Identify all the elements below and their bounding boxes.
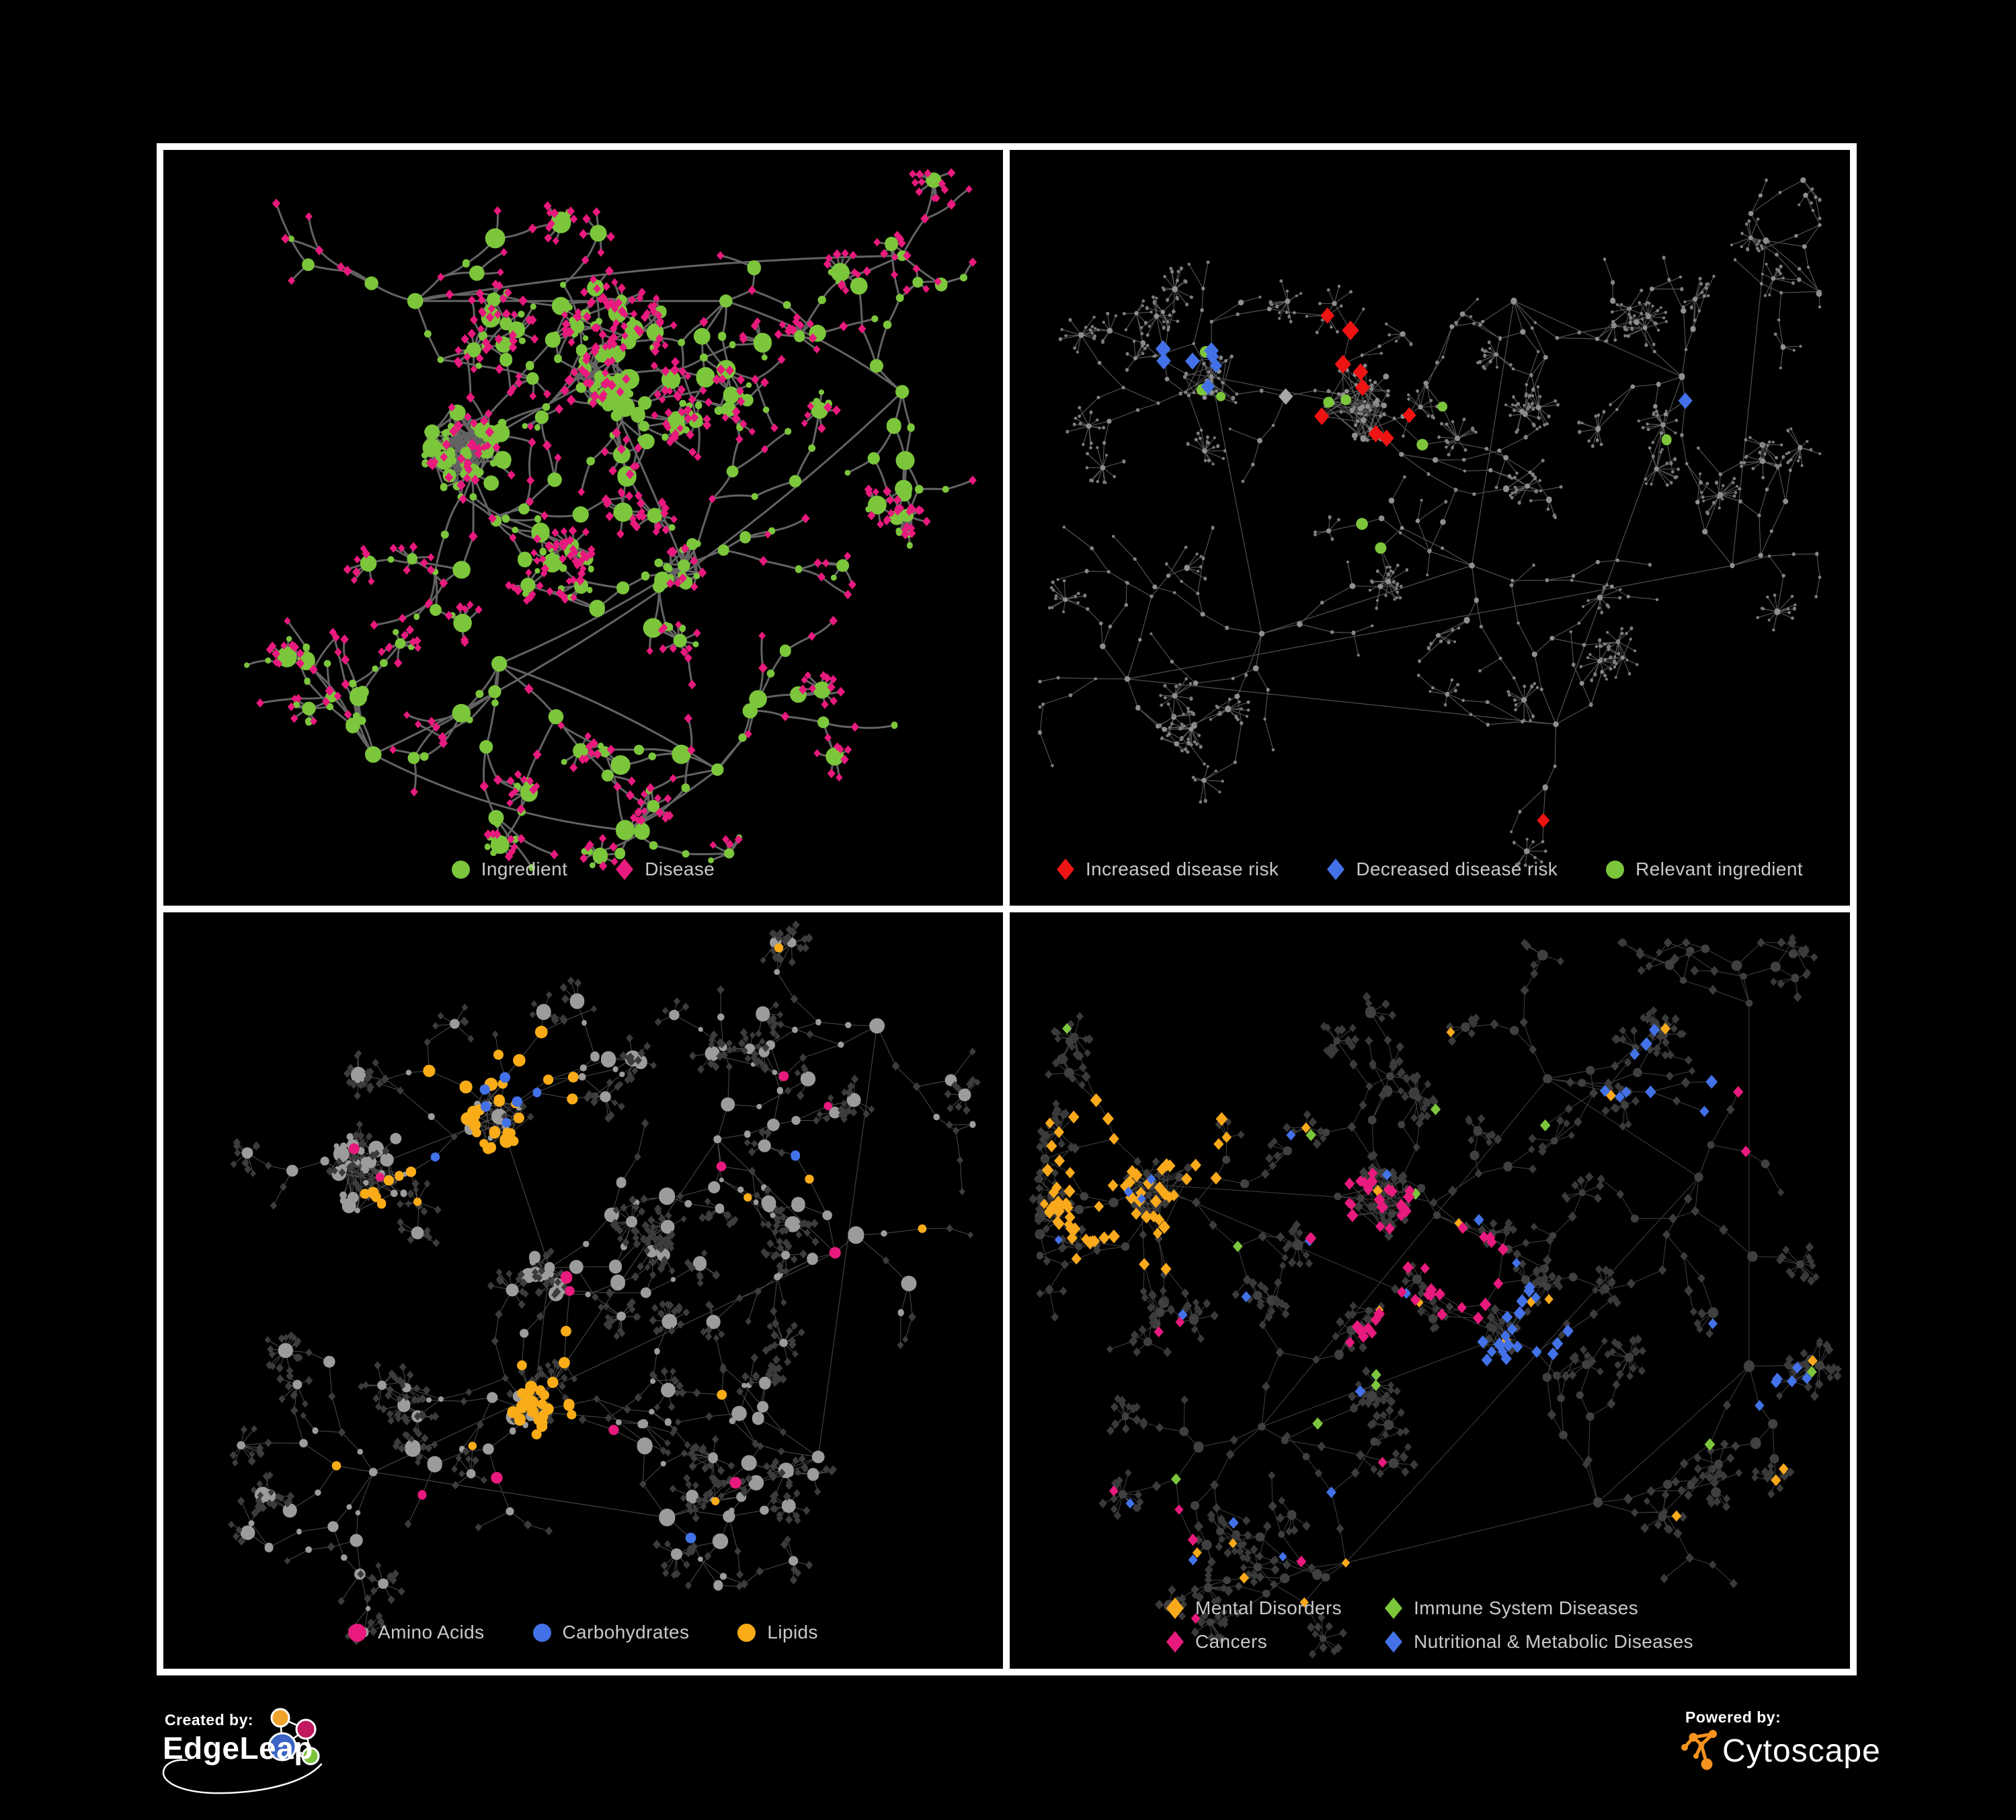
network-nodes xyxy=(1062,1023,1817,1485)
network-edges xyxy=(231,924,978,1642)
panels-grid: Ingredient Disease Increased disease risk… xyxy=(157,143,1857,1675)
legend: Ingredient Disease xyxy=(163,859,1003,880)
network-panel-disease-categories: Mental Disorders Immune System Diseases Ca… xyxy=(1010,912,1850,1669)
legend-label: Mental Disorders xyxy=(1195,1597,1342,1618)
edgeleap-credit: Created by: EdgeLeap xyxy=(162,1708,323,1794)
cytoscape-credit: Powered by: Cytoscape xyxy=(1681,1708,1881,1770)
diamond-marker-icon xyxy=(1166,1597,1184,1619)
network-nodes xyxy=(1029,933,1842,1659)
network-nodes xyxy=(1279,388,1293,405)
legend-label: Carbohydrates xyxy=(562,1622,690,1643)
network-graph xyxy=(1029,933,1842,1659)
circle-marker-icon xyxy=(737,1623,756,1642)
legend-item-ingredient: Ingredient xyxy=(451,859,568,880)
edgeleap-wordmark: EdgeLeap xyxy=(163,1731,313,1766)
legend-item-amino-acids: Amino Acids xyxy=(348,1622,484,1643)
legend-label: Lipids xyxy=(767,1622,818,1643)
diamond-marker-icon xyxy=(1327,859,1345,880)
network-panel-ingredient-disease: Ingredient Disease xyxy=(163,150,1003,906)
network-nodes xyxy=(1314,307,1550,828)
legend-item-lipids: Lipids xyxy=(737,1622,818,1643)
created-by-label: Created by: xyxy=(165,1711,253,1729)
legend-item-disease: Disease xyxy=(616,859,715,880)
network-graph xyxy=(1037,177,1822,867)
legend: Increased disease risk Decreased disease … xyxy=(1010,859,1850,880)
legend-item-immune-system-diseases: Immune System Diseases xyxy=(1385,1597,1693,1619)
diamond-marker-icon xyxy=(1385,1631,1403,1653)
network-nodes xyxy=(1155,340,1693,409)
legend-label: Cancers xyxy=(1195,1631,1268,1652)
network-graph xyxy=(228,920,981,1646)
legend-label: Relevant ingredient xyxy=(1636,859,1804,879)
legend-item-mental-disorders: Mental Disorders xyxy=(1166,1597,1342,1619)
network-graph xyxy=(244,168,977,871)
circle-marker-icon xyxy=(451,860,470,879)
network-panel-disease-risk: Increased disease risk Decreased disease … xyxy=(1010,150,1850,906)
legend-label: Disease xyxy=(645,859,715,879)
legend-item-relevant-ingredient: Relevant ingredient xyxy=(1606,859,1803,880)
cytoscape-network-logo-icon xyxy=(1681,1730,1717,1770)
legend-label: Immune System Diseases xyxy=(1414,1597,1639,1618)
network-nodes xyxy=(228,920,981,1646)
network-panel-macronutrient-classes: Amino Acids Carbohydrates Lipids xyxy=(163,912,1003,1669)
diamond-marker-icon xyxy=(1166,1631,1184,1653)
legend-item-decreased-disease-risk: Decreased disease risk xyxy=(1327,859,1558,880)
network-edges xyxy=(1039,180,1820,866)
cytoscape-wordmark: Cytoscape xyxy=(1722,1733,1881,1769)
diamond-marker-icon xyxy=(1385,1597,1403,1619)
legend-label: Ingredient xyxy=(481,859,568,879)
diamond-marker-icon xyxy=(1056,859,1074,880)
network-nodes xyxy=(256,168,977,871)
legend-item-nutritional-metabolic-diseases: Nutritional & Metabolic Diseases xyxy=(1385,1631,1693,1653)
legend-item-increased-disease-risk: Increased disease risk xyxy=(1056,859,1279,880)
legend-label: Increased disease risk xyxy=(1085,859,1279,879)
legend-item-carbohydrates: Carbohydrates xyxy=(532,1622,690,1643)
edgeleap-network-logo-icon xyxy=(162,1708,323,1794)
circle-marker-icon xyxy=(532,1623,551,1642)
legend-label: Nutritional & Metabolic Diseases xyxy=(1414,1631,1693,1652)
network-nodes xyxy=(1038,178,1822,867)
circle-marker-icon xyxy=(348,1623,367,1642)
legend-label: Amino Acids xyxy=(378,1622,485,1643)
diamond-marker-icon xyxy=(616,859,634,880)
network-nodes xyxy=(1196,346,1672,554)
network-nodes xyxy=(244,172,968,871)
legend-label: Decreased disease risk xyxy=(1356,859,1558,879)
powered-by-label: Powered by: xyxy=(1685,1708,1781,1726)
legend: Amino Acids Carbohydrates Lipids xyxy=(163,1622,1003,1643)
legend: Mental Disorders Immune System Diseases Ca… xyxy=(1010,1597,1850,1653)
legend-item-cancers: Cancers xyxy=(1166,1631,1342,1653)
circle-marker-icon xyxy=(1606,860,1625,879)
